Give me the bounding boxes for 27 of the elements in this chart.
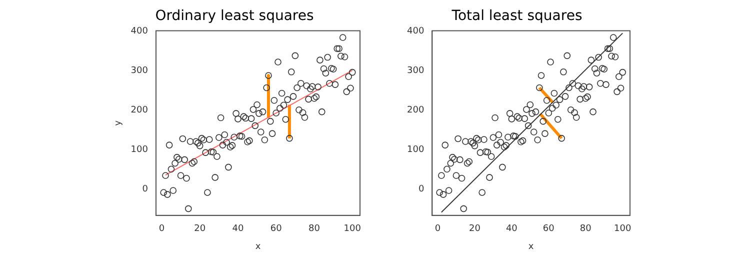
x-tick-label: 40 (506, 224, 518, 234)
x-tick-label: 0 (158, 224, 165, 234)
x-tick-label: 100 (614, 224, 632, 234)
y-tick-label: 100 (130, 145, 148, 156)
y-tick-label: 0 (418, 184, 424, 195)
y-tick-label: 200 (130, 106, 148, 116)
x-tick-label: 100 (344, 224, 362, 234)
y-tick-label: 200 (406, 106, 424, 116)
x-tick-label: 80 (308, 224, 320, 234)
y-tick-label: 100 (406, 145, 424, 156)
chart-title: Total least squares (450, 8, 582, 24)
x-tick-label: 40 (232, 224, 244, 234)
x-tick-label: 20 (468, 224, 481, 234)
x-tick-label: 60 (542, 224, 555, 234)
x-tick-label: 0 (434, 224, 441, 234)
y-tick-label: 0 (142, 184, 148, 195)
x-tick-label: 60 (270, 224, 282, 234)
y-axis-title: y (114, 120, 124, 126)
y-tick-label: 300 (130, 66, 148, 76)
y-tick-label: 400 (406, 26, 424, 37)
y-tick-label: 300 (406, 66, 424, 76)
x-tick-label: 80 (580, 224, 592, 234)
x-tick-label: 20 (194, 224, 206, 234)
x-axis-title: x (528, 242, 534, 252)
chart-title: Ordinary least squares (155, 8, 314, 24)
x-axis-title: x (255, 242, 262, 252)
y-tick-label: 400 (130, 26, 148, 37)
